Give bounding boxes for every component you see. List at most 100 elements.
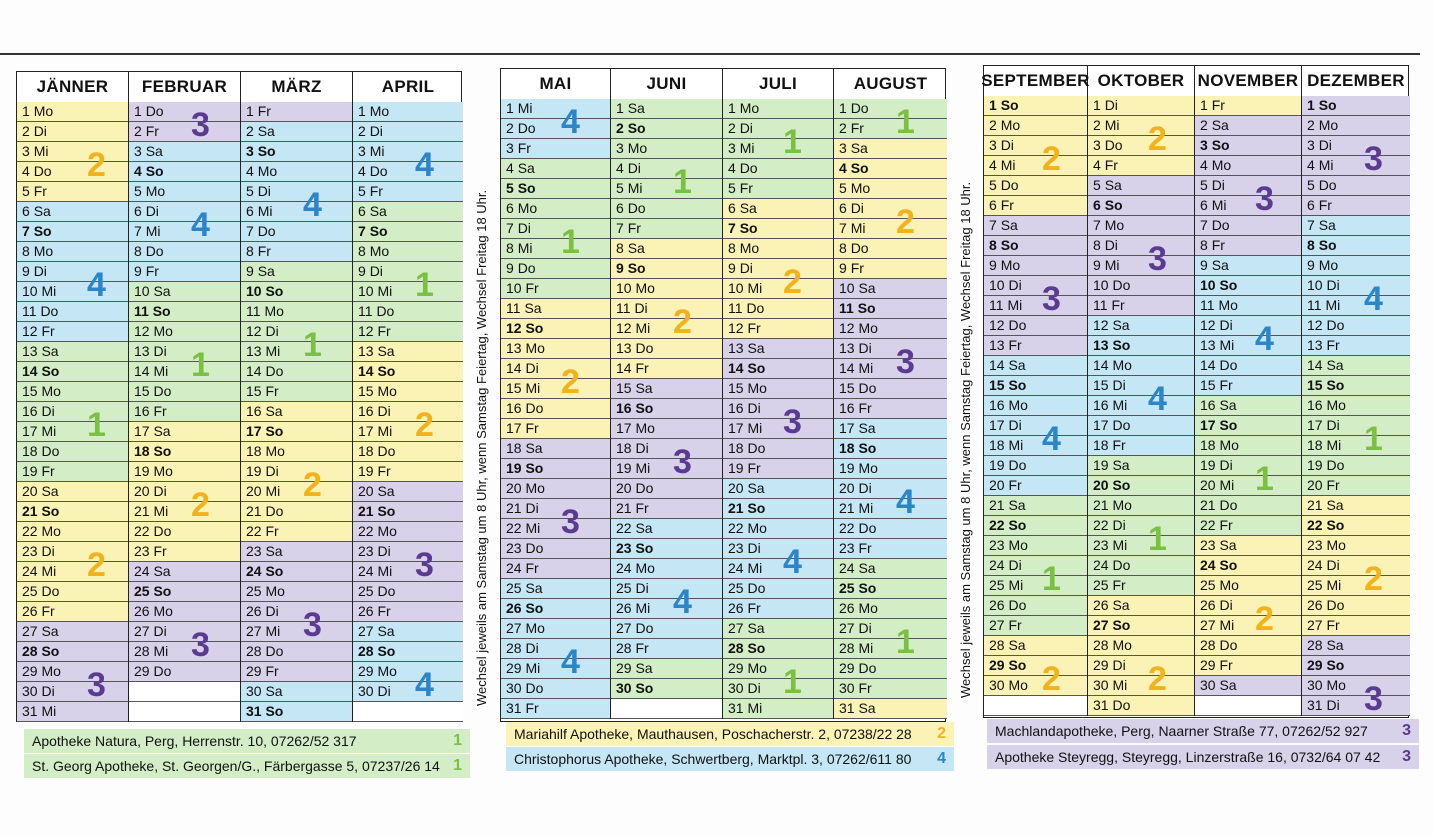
weekday: Do [1112, 697, 1131, 713]
day-cell: 22 Mo [17, 522, 128, 542]
weekday: Di [747, 400, 761, 416]
day-cell: 12 Fr [353, 322, 463, 342]
weekday: Mo [369, 243, 390, 259]
empty-cell [611, 699, 722, 719]
weekday: Fr [377, 463, 391, 479]
weekday: Sa [858, 560, 876, 576]
day-number: 18 [22, 443, 38, 459]
day-number: 11 [246, 303, 261, 319]
day-number: 21 [246, 503, 262, 519]
day-number: 27 [134, 623, 150, 639]
day-cell: 13 Mi [1195, 336, 1301, 356]
day-cell: 7 So [353, 222, 463, 242]
weekday: Mo [739, 100, 760, 116]
day-number: 27 [728, 620, 744, 636]
weekday: Sa [377, 343, 395, 359]
day-cell: 6 Mo [501, 199, 610, 219]
day-number: 24 [1307, 557, 1323, 573]
weekday: Mi [1112, 397, 1128, 413]
day-number: 17 [22, 423, 38, 439]
weekday: Mi [1326, 577, 1342, 593]
weekday: So [747, 500, 766, 516]
day-number: 8 [1307, 237, 1315, 253]
day-number: 6 [1307, 197, 1315, 213]
weekday: Do [1112, 417, 1131, 433]
month-column-9: OKTOBER 1 Di 2 Mi 3 Do 4 Fr 5 Sa 6 So 7 Mo 8 Di 9… [1088, 66, 1195, 716]
day-number: 16 [616, 400, 632, 416]
weekday: Mi [1008, 437, 1024, 453]
day-number: 30 [246, 683, 262, 699]
day-number: 17 [134, 423, 150, 439]
weekday: Sa [1326, 637, 1344, 653]
day-cell: 20 Do [611, 479, 722, 499]
day-cell: 17 Mi [353, 422, 463, 442]
day-cell: 24 So [241, 562, 352, 582]
day-number: 10 [616, 280, 632, 296]
weekday: Sa [41, 343, 59, 359]
day-number: 20 [728, 480, 744, 496]
day-cell: 8 Mo [353, 242, 463, 262]
weekday: Fr [1211, 237, 1225, 253]
weekday: Do [1112, 557, 1131, 573]
day-cell: 7 Fr [611, 219, 722, 239]
weekday: Do [1219, 497, 1238, 513]
day-number: 28 [728, 640, 744, 656]
weekday: Do [1008, 317, 1027, 333]
weekday: Sa [635, 380, 653, 396]
weekday: Sa [145, 143, 163, 159]
day-cell: 7 Di [501, 219, 610, 239]
day-cell: 31 Sa [834, 699, 947, 719]
weekday: Mi [517, 100, 533, 116]
weekday: Fr [525, 280, 539, 296]
weekday: Di [525, 360, 539, 376]
month-name: MAI [501, 69, 610, 100]
pharmacy-1-number: 1 [453, 732, 462, 749]
day-cell: 6 Sa [723, 199, 833, 219]
weekday: Di [145, 203, 159, 219]
weekday: Mi [265, 623, 281, 639]
day-cell: 20 Mo [501, 479, 610, 499]
day-number: 10 [839, 280, 855, 296]
empty-cell [129, 682, 240, 702]
weekday: Mi [525, 520, 541, 536]
weekday: Sa [1326, 357, 1344, 373]
duty-pharmacy-number: 3 [896, 343, 915, 381]
weekday: Mi [1112, 537, 1128, 553]
day-number: 1 [839, 100, 847, 116]
day-cell: 16 Fr [129, 402, 240, 422]
weekday: Mo [1211, 157, 1232, 173]
day-cell: 22 Mo [723, 519, 833, 539]
day-number: 7 [728, 220, 736, 236]
month-column-6: JULI 1 Mo 2 Di 3 Mi 4 Do 5 Fr 6 Sa 7 So 8 Mo 9 Di… [723, 69, 834, 719]
day-cell: 12 Sa [1088, 316, 1194, 336]
day-cell: 28 Mi [834, 639, 947, 659]
day-cell: 4 Mo [1195, 156, 1301, 176]
day-number: 4 [989, 157, 997, 173]
day-cell: 17 Sa [834, 419, 947, 439]
day-cell: 17 Do [1088, 416, 1194, 436]
day-number: 25 [839, 580, 855, 596]
weekday: Mi [635, 460, 651, 476]
day-number: 18 [839, 440, 855, 456]
weekday: Sa [1219, 677, 1237, 693]
day-number: 24 [839, 560, 855, 576]
day-cell: 11 Do [723, 299, 833, 319]
day-cell: 22 Mi [501, 519, 610, 539]
duty-pharmacy-number: 4 [87, 266, 106, 304]
weekday: Mo [1112, 357, 1132, 373]
day-cell: 26 Do [984, 596, 1087, 616]
weekday: Do [1008, 597, 1027, 613]
day-cell: 20 Fr [1302, 476, 1410, 496]
duty-pharmacy-number: 3 [673, 443, 692, 481]
weekday: Fr [850, 120, 864, 136]
duty-pharmacy-number: 3 [191, 626, 210, 664]
day-cell: 13 Sa [723, 339, 833, 359]
day-number: 15 [246, 383, 262, 399]
day-cell: 3 Mi [353, 142, 463, 162]
day-cell: 24 Mi [353, 562, 463, 582]
day-number: 11 [1200, 297, 1215, 313]
day-number: 8 [134, 243, 142, 259]
day-number: 22 [134, 523, 150, 539]
day-number: 25 [246, 583, 262, 599]
day-number: 1 [506, 100, 514, 116]
